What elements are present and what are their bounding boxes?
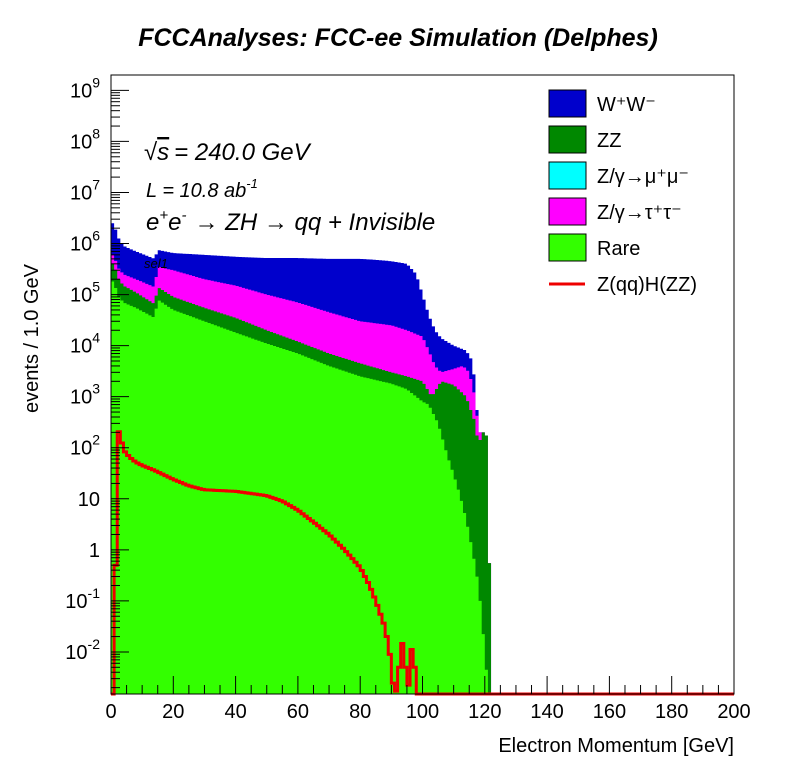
x-axis-label: Electron Momentum [GeV] — [498, 735, 734, 757]
y-tick-label: 10-1 — [65, 585, 100, 613]
lumi-label: L = 10.8 ab-1 — [146, 176, 258, 202]
legend-label: Z/γ→τ⁺τ⁻ — [597, 202, 682, 224]
y-tick-label: 107 — [70, 176, 100, 204]
process-e-minus: - — [181, 207, 186, 224]
y-tick-label: 105 — [70, 279, 100, 307]
x-tick-label: 80 — [349, 701, 371, 723]
stack-rare — [111, 281, 488, 694]
x-tick-label: 180 — [655, 701, 688, 723]
process-rest: → ZH → qq + Invisible — [194, 209, 435, 236]
y-tick-label: 104 — [70, 330, 100, 358]
legend-swatch — [548, 89, 587, 118]
process-label: e+e- → ZH → qq + Invisible — [146, 207, 435, 236]
legend-swatch — [548, 125, 587, 154]
x-tick-label: 160 — [593, 701, 626, 723]
y-tick-label: 10-2 — [65, 636, 100, 664]
legend-label: ZZ — [597, 130, 621, 152]
histogram-fills — [111, 223, 492, 695]
x-tick-label: 60 — [287, 701, 309, 723]
sqrt-symbol: √ — [144, 139, 158, 166]
y-tick-label: 10 — [78, 489, 100, 511]
legend-swatch — [548, 233, 587, 262]
lumi-value: L = 10.8 ab — [146, 180, 246, 202]
legend-label: W⁺W⁻ — [597, 94, 656, 116]
legend-label: Rare — [597, 238, 640, 260]
process-e-plus: + — [159, 207, 168, 224]
lumi-exponent: -1 — [246, 176, 258, 191]
sqrt-s-label: √s = 240.0 GeV — [144, 139, 312, 166]
x-tick-label: 20 — [162, 701, 184, 723]
y-tick-label: 103 — [70, 381, 100, 409]
y-tick-label: 102 — [70, 432, 100, 460]
y-axis-label: events / 1.0 GeV — [21, 263, 43, 413]
annotations: √s = 240.0 GeV L = 10.8 ab-1 e+e- → ZH → q… — [144, 139, 435, 271]
x-tick-label: 0 — [105, 701, 116, 723]
x-tick-label: 100 — [406, 701, 439, 723]
legend-label: Z(qq)H(ZZ) — [597, 274, 697, 296]
sqrt-s-var: s — [157, 139, 169, 166]
legend-swatch — [548, 161, 587, 190]
y-tick-label: 106 — [70, 228, 100, 256]
y-tick-label: 108 — [70, 125, 100, 153]
sqrt-s-value: = 240.0 GeV — [174, 139, 311, 166]
process-e2: e — [168, 209, 181, 236]
process-e: e — [146, 209, 159, 236]
selection-label: sel1 — [144, 256, 168, 271]
y-tick-label: 109 — [70, 74, 100, 102]
x-tick-label: 200 — [717, 701, 750, 723]
x-tick-label: 140 — [530, 701, 563, 723]
y-tick-label: 1 — [89, 540, 100, 562]
legend-swatch — [548, 197, 587, 226]
legend-label: Z/γ→μ⁺μ⁻ — [597, 166, 689, 188]
x-tick-label: 40 — [224, 701, 246, 723]
x-tick-label: 120 — [468, 701, 501, 723]
legend: W⁺W⁻ ZZ Z/γ→μ⁺μ⁻ Z/γ→τ⁺τ⁻ Rare Z(qq)H(ZZ) — [548, 89, 697, 296]
chart-title: FCCAnalyses: FCC-ee Simulation (Delphes) — [138, 24, 658, 52]
